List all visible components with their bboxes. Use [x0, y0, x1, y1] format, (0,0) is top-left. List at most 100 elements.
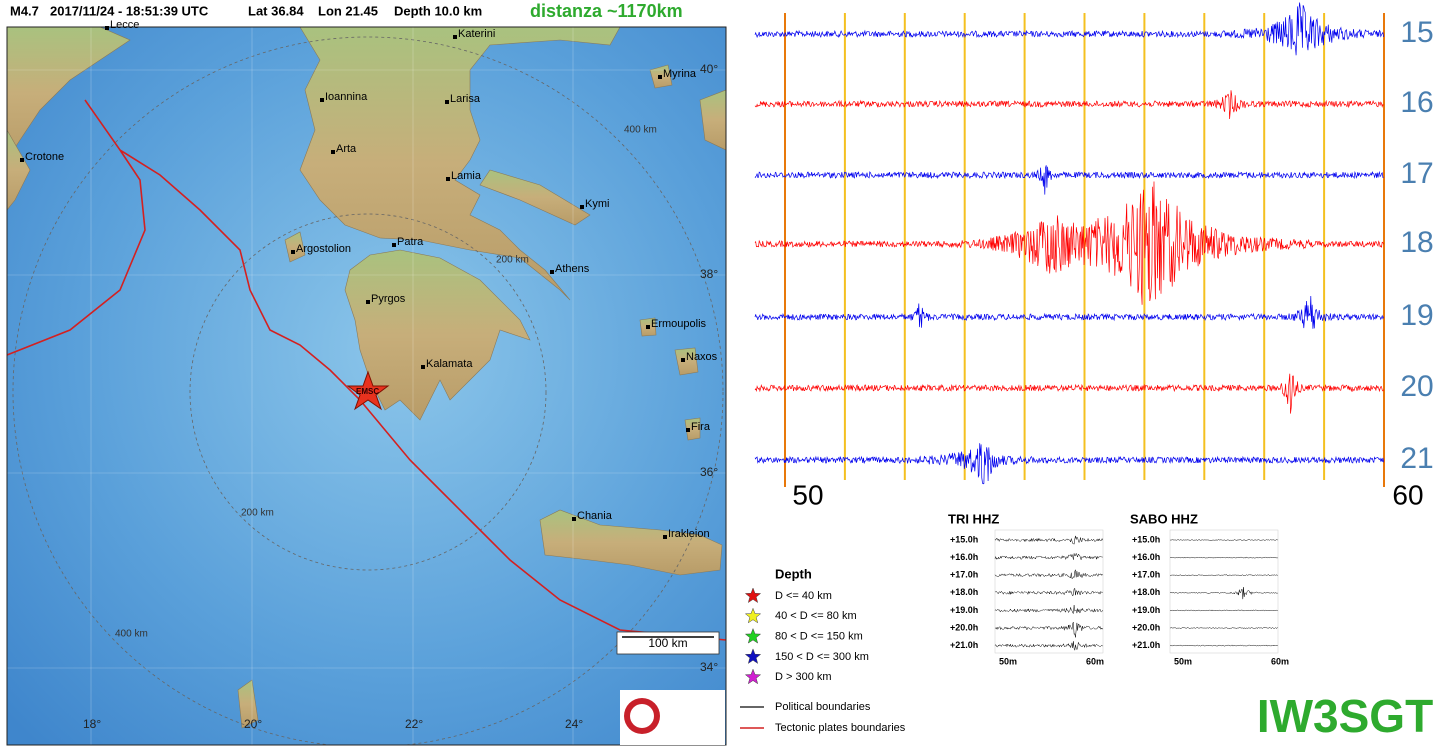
helicorder-trace	[1170, 644, 1278, 647]
city-label: Argostolion	[296, 243, 351, 255]
city-marker	[105, 26, 109, 30]
event-star	[346, 370, 390, 411]
minute-label: 60	[1392, 479, 1423, 510]
helicorder-row-label: +20.0h	[950, 622, 978, 632]
land	[7, 27, 726, 729]
helicorder-trace	[1169, 539, 1278, 541]
helicorder-trace	[1169, 556, 1278, 559]
helicorder-row-label: +20.0h	[1132, 622, 1160, 632]
city-label: Fira	[691, 421, 711, 433]
helicorder-trace	[994, 605, 1104, 615]
hour-label: 17	[1400, 157, 1433, 190]
ring-label: 200 km	[241, 508, 274, 519]
trace	[754, 373, 1384, 414]
helicorder-row-label: +16.0h	[950, 552, 978, 562]
helicorder-trace	[994, 641, 1103, 652]
city-marker	[445, 100, 449, 104]
lon-label: 22°	[405, 717, 423, 731]
lat-label: 38°	[700, 267, 718, 281]
helicorder-row-label: +18.0h	[1132, 587, 1160, 597]
hour-label: 21	[1400, 442, 1433, 475]
hour-label: 15	[1400, 16, 1433, 49]
trace	[754, 2, 1384, 56]
helicorder-x-label: 50m	[999, 656, 1017, 666]
legend-star	[744, 587, 762, 604]
trace	[754, 90, 1384, 120]
city-label: Kalamata	[426, 358, 473, 370]
header-datetime: 2017/11/24 - 18:51:39 UTC	[50, 3, 209, 18]
lon-label: 18°	[83, 717, 101, 731]
hour-label: 20	[1400, 370, 1433, 403]
header-lon: Lon 21.45	[318, 3, 378, 18]
tectonic-boundary	[7, 99, 726, 641]
helicorder-x-label: 60m	[1086, 656, 1104, 666]
helicorder-row-label: +21.0h	[1132, 640, 1160, 650]
lon-label: 24°	[565, 717, 583, 731]
trace	[754, 165, 1384, 195]
city-label: Kymi	[585, 198, 609, 210]
distance-rings	[12, 36, 724, 745]
helicorder-trace	[1169, 609, 1278, 612]
lat-label: 34°	[700, 660, 718, 674]
city-marker	[681, 358, 685, 362]
logo	[620, 690, 725, 745]
signature: IW3SGT	[1257, 690, 1433, 742]
lat-label: 36°	[700, 465, 718, 479]
helicorder-row-label: +21.0h	[950, 640, 978, 650]
helicorder-row-label: +19.0h	[1132, 605, 1160, 615]
city-label: Ermoupolis	[651, 318, 707, 330]
map-frame	[6, 26, 727, 746]
legend-line-label: Tectonic plates boundaries	[775, 722, 906, 734]
city-label: Katerini	[458, 28, 495, 40]
city-label: Irakleion	[668, 528, 710, 540]
helicorder-x-label: 50m	[1174, 656, 1192, 666]
helicorder-row-label: +17.0h	[950, 570, 978, 580]
city-label: Larisa	[450, 93, 481, 105]
city-marker	[291, 250, 295, 254]
city-label: Arta	[336, 143, 357, 155]
city-marker	[663, 535, 667, 539]
city-label: Naxos	[686, 351, 718, 363]
lat-label: 40°	[700, 62, 718, 76]
trace	[754, 443, 1384, 485]
hour-label: 16	[1400, 86, 1433, 119]
legend-depth-label: 150 < D <= 300 km	[775, 651, 869, 663]
helicorder-trace	[994, 587, 1103, 597]
event-label: EMSC	[356, 387, 379, 396]
helicorder-trace	[994, 621, 1104, 638]
helicorder-row-label: +18.0h	[950, 587, 978, 597]
helicorder-row-label: +16.0h	[1132, 552, 1160, 562]
helicorder-trace	[1170, 587, 1278, 600]
helicorder-frame	[1169, 529, 1279, 654]
hour-label: 18	[1400, 226, 1433, 259]
legend-title: Depth	[775, 566, 812, 581]
labels: M4.7 2017/11/24 - 18:51:39 UTC Lat 36.84 Lo…	[10, 1, 1434, 742]
helicorder-trace	[994, 552, 1103, 561]
legend-star	[744, 668, 762, 685]
legend-line-label: Political boundaries	[775, 701, 871, 713]
city-label: Lamia	[451, 170, 482, 182]
helicorder-row-label: +19.0h	[950, 605, 978, 615]
ring-label: 400 km	[115, 629, 148, 640]
city-marker	[646, 325, 650, 329]
map	[7, 27, 726, 745]
city-marker	[580, 205, 584, 209]
legend-depth-label: D <= 40 km	[775, 590, 832, 602]
scale-label: 100 km	[648, 636, 687, 650]
header-lat: Lat 36.84	[248, 3, 304, 18]
hour-label: 19	[1400, 299, 1433, 332]
lon-label: 20°	[244, 717, 262, 731]
ring-label: 400 km	[624, 125, 657, 136]
city-marker	[320, 98, 324, 102]
city-marker	[572, 517, 576, 521]
logo-globe-inner	[630, 704, 654, 728]
city-marker	[550, 270, 554, 274]
helicorder-trace	[994, 535, 1104, 545]
city-label: Pyrgos	[371, 293, 406, 305]
city-marker	[453, 35, 457, 39]
city-marker	[446, 177, 450, 181]
legend-depth-label: 40 < D <= 80 km	[775, 610, 857, 622]
helicorder-x-label: 60m	[1271, 656, 1289, 666]
city-marker	[366, 300, 370, 304]
